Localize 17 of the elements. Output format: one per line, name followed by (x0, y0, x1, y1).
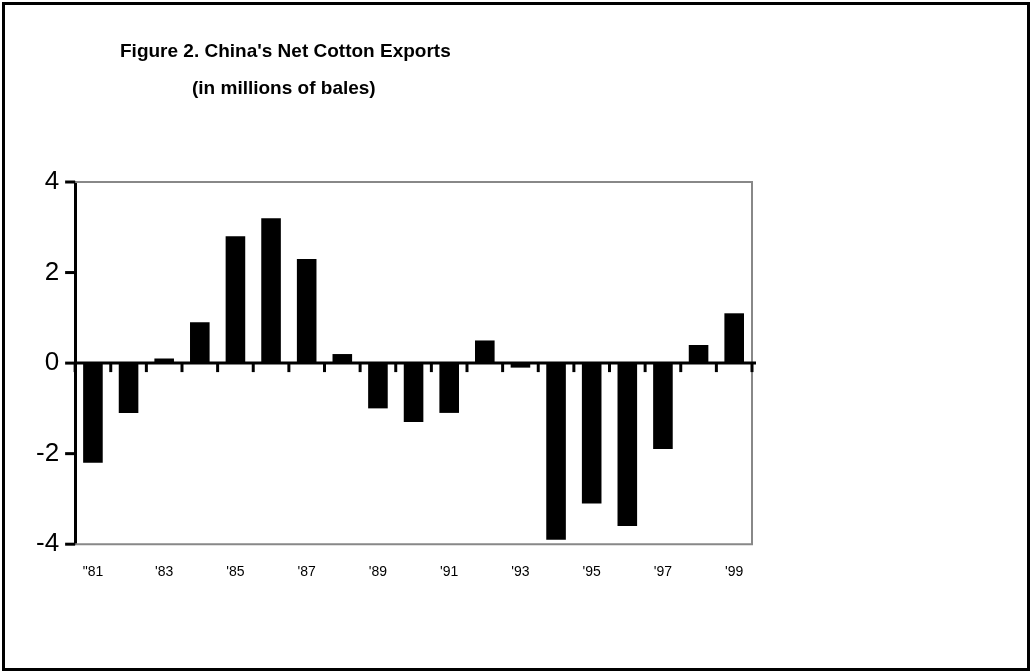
y-tick-label: -2 (35, 436, 60, 467)
x-tick-label: '83 (155, 563, 174, 580)
y-tick-label: 2 (44, 255, 60, 286)
x-tick-label: '91 (440, 563, 459, 580)
chart-title: Figure 2. China's Net Cotton Exports (120, 40, 451, 62)
y-tick-label: 0 (44, 346, 60, 377)
x-tick-label: '99 (725, 563, 744, 580)
y-tick-label: -4 (35, 527, 60, 558)
y-tick-label: 4 (44, 165, 60, 196)
x-tick-label: '93 (511, 563, 530, 580)
x-tick-label: '87 (297, 563, 317, 580)
x-tick-label: '85 (226, 563, 245, 580)
x-tick-label: '89 (368, 563, 388, 580)
chart-subtitle: (in millions of bales) (192, 77, 376, 99)
x-tick-label: "81 (82, 563, 104, 580)
x-tick-label: '95 (582, 563, 602, 580)
x-tick-label: '97 (653, 563, 673, 580)
